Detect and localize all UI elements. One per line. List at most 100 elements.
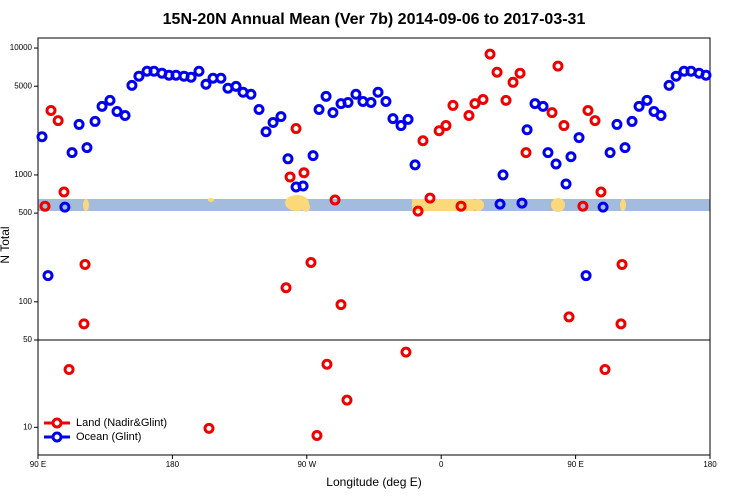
point xyxy=(599,364,611,376)
point xyxy=(200,78,212,90)
point xyxy=(297,180,309,192)
point xyxy=(341,394,353,406)
point xyxy=(267,116,279,128)
point xyxy=(58,186,70,198)
x-tick-label: 180 xyxy=(703,460,717,469)
point xyxy=(616,258,628,270)
point xyxy=(290,123,302,135)
point xyxy=(45,104,57,116)
x-tick-label: 90 E xyxy=(30,460,46,469)
point xyxy=(552,60,564,72)
point xyxy=(387,113,399,125)
lower-frame xyxy=(37,339,711,456)
y-tick-label: 50 xyxy=(23,335,32,344)
point xyxy=(670,70,682,82)
point xyxy=(63,364,75,376)
point xyxy=(402,113,414,125)
point xyxy=(350,88,362,100)
point xyxy=(280,282,292,294)
point xyxy=(558,120,570,132)
chart-title: 15N-20N Annual Mean (Ver 7b) 2014-09-06 … xyxy=(163,11,586,28)
point xyxy=(573,132,585,144)
point xyxy=(96,100,108,112)
legend-label: Ocean (Glint) xyxy=(76,431,141,443)
point xyxy=(298,167,310,179)
point xyxy=(185,71,197,83)
point xyxy=(342,97,354,109)
legend-label: Land (Nadir&Glint) xyxy=(76,417,167,429)
point xyxy=(52,115,64,127)
point xyxy=(484,48,496,60)
point xyxy=(700,69,712,81)
point xyxy=(447,99,459,111)
point xyxy=(580,270,592,282)
y-tick-label: 5000 xyxy=(14,81,32,90)
point xyxy=(365,97,377,109)
point xyxy=(491,66,503,78)
point xyxy=(507,76,519,88)
point xyxy=(203,422,215,434)
point xyxy=(595,186,607,198)
point xyxy=(412,205,424,217)
point xyxy=(615,318,627,330)
point xyxy=(582,104,594,116)
point xyxy=(500,94,512,106)
legend-marker xyxy=(51,431,63,443)
point xyxy=(663,79,675,91)
point xyxy=(253,103,265,115)
point xyxy=(494,198,506,210)
y-tick-label: 500 xyxy=(19,208,33,217)
point xyxy=(619,142,631,154)
y-tick-label: 10000 xyxy=(10,43,33,52)
point xyxy=(597,201,609,213)
point xyxy=(611,118,623,130)
x-axis-label: Longitude (deg E) xyxy=(326,475,421,489)
legend-marker xyxy=(51,417,63,429)
point xyxy=(395,120,407,132)
point xyxy=(424,192,436,204)
y-axis-label: N Total xyxy=(0,226,12,263)
point xyxy=(417,135,429,147)
point xyxy=(311,429,323,441)
point xyxy=(39,200,51,212)
point xyxy=(380,96,392,108)
point xyxy=(440,120,452,132)
map-strip xyxy=(38,195,710,212)
x-tick-label: 90 E xyxy=(567,460,583,469)
point xyxy=(321,358,333,370)
x-tick-label: 90 W xyxy=(297,460,316,469)
point xyxy=(563,311,575,323)
point xyxy=(477,94,489,106)
point xyxy=(126,79,138,91)
point xyxy=(275,111,287,123)
point xyxy=(463,110,475,122)
point xyxy=(641,94,653,106)
point xyxy=(79,258,91,270)
point xyxy=(514,67,526,79)
point xyxy=(215,72,227,84)
point xyxy=(409,159,421,171)
point xyxy=(81,142,93,154)
point xyxy=(546,107,558,119)
point xyxy=(230,80,242,92)
y-tick-label: 100 xyxy=(19,297,33,306)
point xyxy=(633,100,645,112)
point xyxy=(36,131,48,143)
point xyxy=(577,200,589,212)
point xyxy=(245,88,257,100)
point xyxy=(320,90,332,102)
point xyxy=(520,147,532,159)
point xyxy=(260,126,272,138)
point xyxy=(66,147,78,159)
upper-frame xyxy=(37,37,711,341)
point xyxy=(626,115,638,127)
point xyxy=(565,151,577,163)
point xyxy=(193,65,205,77)
point xyxy=(327,107,339,119)
point xyxy=(104,94,116,106)
point xyxy=(372,86,384,98)
point xyxy=(329,194,341,206)
y-tick-label: 1000 xyxy=(14,170,32,179)
point xyxy=(284,171,296,183)
